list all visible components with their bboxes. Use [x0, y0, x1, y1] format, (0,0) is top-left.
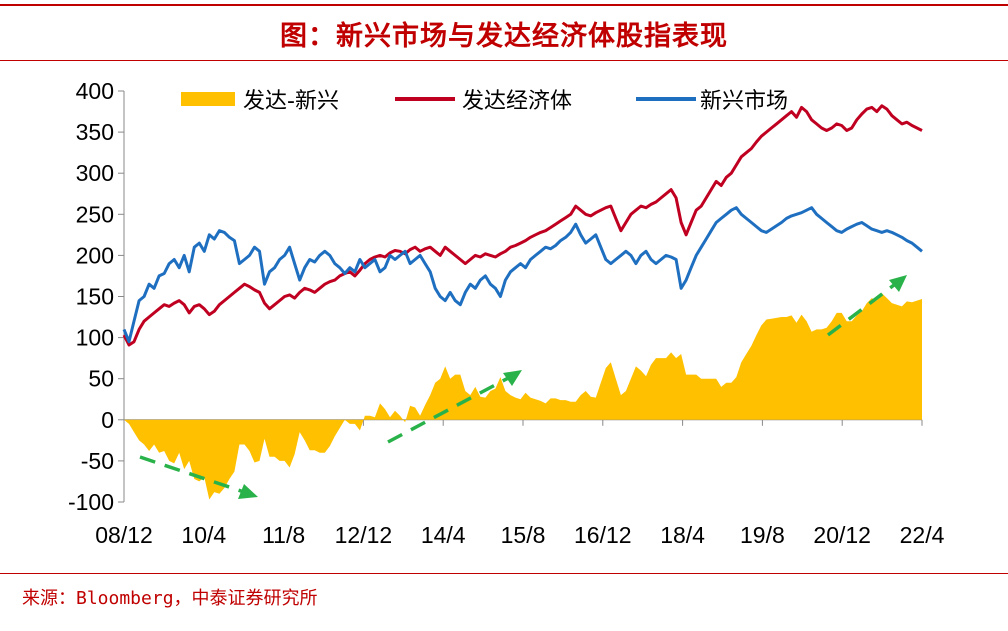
x-tick-label: 11/8 [262, 522, 305, 548]
trend-arrow-1 [139, 455, 251, 496]
y-tick-label: 350 [76, 119, 114, 145]
source-note: 来源：Bloomberg，中泰证券研究所 [22, 588, 318, 609]
legend-swatch-diff [181, 92, 235, 106]
y-tick-label: 400 [76, 78, 114, 104]
y-tick-label: -50 [81, 448, 114, 474]
trend-arrowhead-1 [238, 484, 258, 499]
diff-area-layer [124, 293, 922, 500]
x-tick-label: 20/12 [813, 522, 871, 548]
x-tick-label: 10/4 [181, 522, 226, 548]
y-tick-label: 200 [76, 242, 114, 268]
x-tick-label: 15/8 [501, 522, 546, 548]
y-tick-label: 0 [101, 407, 114, 433]
y-tick-label: 150 [76, 284, 114, 310]
x-tick-label: 16/12 [574, 522, 632, 548]
x-tick-label: 12/12 [335, 522, 393, 548]
title-rule [0, 60, 1008, 61]
y-tick-label: 100 [76, 325, 114, 351]
trend-arrow-2 [387, 374, 513, 444]
legend-label-emerging: 新兴市场 [700, 89, 788, 114]
y-tick-label: -100 [68, 489, 114, 515]
series-line-emerging [122, 206, 923, 344]
y-tick-label: 250 [76, 201, 114, 227]
x-tick-label: 08/12 [95, 522, 153, 548]
series-line-developed [122, 104, 923, 347]
x-tick-label: 22/4 [900, 522, 945, 548]
trend-arrowhead-3 [889, 275, 907, 292]
x-tick-label: 19/8 [740, 522, 785, 548]
legend-label-diff: 发达-新兴 [243, 89, 339, 114]
trend-arrow-3 [826, 280, 900, 337]
legend-label-developed: 发达经济体 [462, 89, 572, 114]
legend: 发达-新兴 发达经济体 新兴市场 [181, 89, 788, 114]
axis-layer: 400 350 300 250 200 150 100 50 0 -50 -100 08/12 10/4… [68, 78, 945, 548]
chart-title: 图：新兴市场与发达经济体股指表现 [280, 21, 728, 52]
trend-arrow-layer [139, 275, 907, 499]
top-rule [0, 4, 1008, 6]
y-tick-label: 50 [88, 366, 114, 392]
index-performance-chart: 400 350 300 250 200 150 100 50 0 -50 -100 08/12 10/4… [68, 78, 945, 548]
series-area-diff [124, 293, 922, 500]
trend-arrowhead-2 [503, 370, 522, 386]
x-tick-label: 14/4 [421, 522, 466, 548]
y-tick-label: 300 [76, 160, 114, 186]
x-tick-label: 18/4 [660, 522, 705, 548]
bottom-rule [0, 573, 1008, 574]
line-layer [122, 104, 923, 347]
